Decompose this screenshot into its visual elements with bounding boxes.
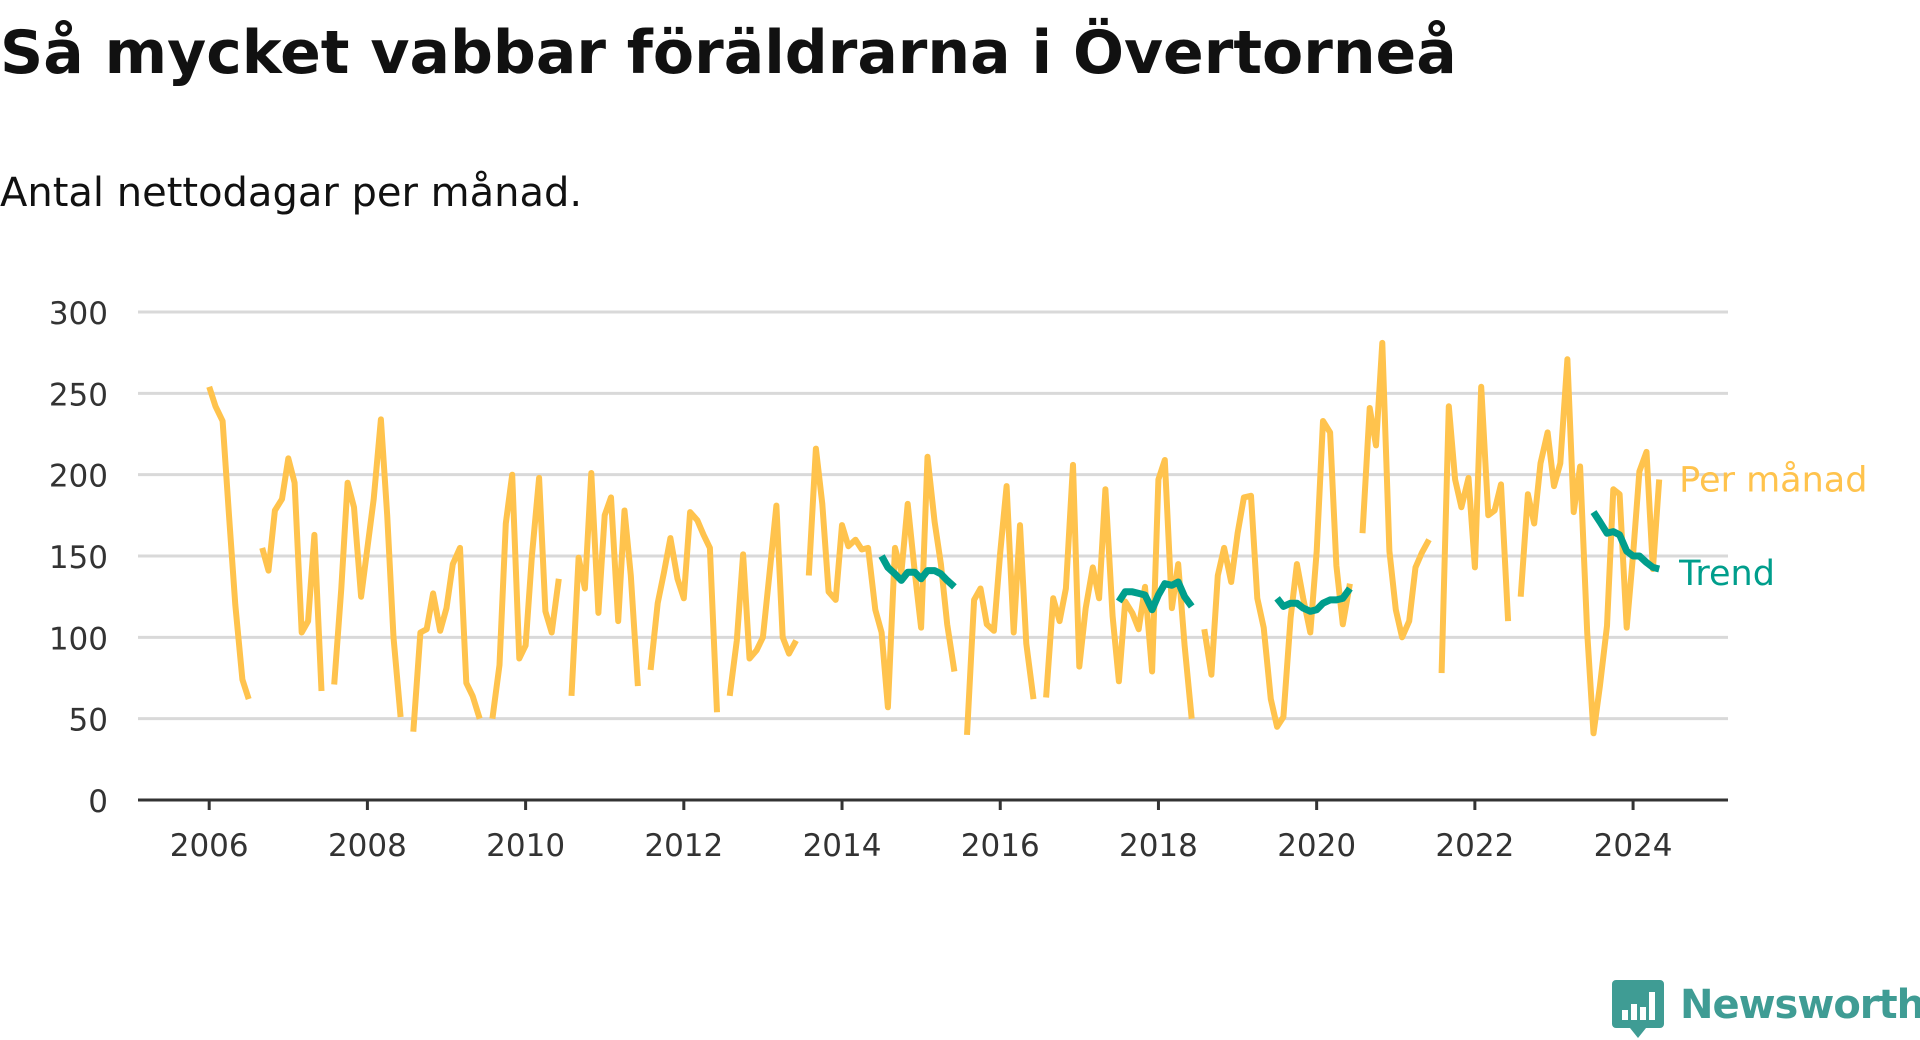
- x-tick-label: 2010: [486, 828, 565, 864]
- series-line-segment: [410, 544, 483, 732]
- chart-subtitle: Antal nettodagar per månad.: [0, 170, 583, 216]
- newsworthy-logo-icon: [1612, 980, 1664, 1038]
- series-line-segment: [1201, 418, 1353, 730]
- x-tick-label: 2012: [644, 828, 723, 864]
- x-tick-label: 2016: [961, 828, 1040, 864]
- series-label: Per månad: [1679, 460, 1867, 501]
- y-tick-label: 200: [49, 459, 108, 495]
- gridlines: [138, 310, 1728, 721]
- series-line-segment: [206, 385, 252, 701]
- series-line-segment: [1590, 510, 1661, 573]
- y-tick-label: 250: [49, 377, 108, 413]
- series-line-segment: [726, 502, 799, 697]
- y-axis: 0 50 100 150 200 250 300: [49, 296, 108, 820]
- y-tick-label: 0: [88, 784, 108, 820]
- series-trend: [878, 510, 1661, 615]
- series-labels: Per månad Trend: [1678, 460, 1867, 594]
- y-tick-label: 300: [49, 296, 108, 332]
- series-label: Trend: [1678, 554, 1775, 594]
- series-line-segment: [1438, 383, 1512, 674]
- series-lines: [206, 339, 1663, 737]
- series-line-segment: [568, 470, 641, 697]
- newsworthy-brand[interactable]: Newsworthy: [1612, 980, 1920, 1040]
- y-tick-label: 150: [49, 540, 108, 576]
- x-tick-label: 2022: [1435, 828, 1514, 864]
- series-line-segment: [964, 483, 1037, 736]
- x-tick-label: 2006: [170, 828, 249, 864]
- series-line-segment: [259, 455, 325, 692]
- series-line-segment: [878, 554, 957, 590]
- x-axis: 2006 2008 2010 2012 2014 2016 2018 2020 2022 2024: [138, 798, 1728, 864]
- series-line-segment: [647, 509, 720, 713]
- x-tick-label: 2024: [1594, 828, 1673, 864]
- series-line-segment: [489, 471, 562, 720]
- series-line-segment: [1043, 457, 1195, 719]
- x-tick-label: 2008: [328, 828, 407, 864]
- x-tick-label: 2018: [1119, 828, 1198, 864]
- series-line-segment: [1359, 339, 1432, 641]
- y-tick-label: 50: [69, 703, 108, 739]
- chart-title: Så mycket vabbar föräldrarna i Övertorne…: [0, 18, 1457, 88]
- y-tick-label: 100: [49, 621, 108, 657]
- brand-name: Newsworthy: [1680, 982, 1920, 1028]
- series-line-segment: [331, 416, 404, 718]
- series-line-segment: [1274, 586, 1353, 615]
- x-tick-label: 2014: [803, 828, 882, 864]
- x-tick-label: 2020: [1277, 828, 1356, 864]
- series-per-m-nad: [206, 339, 1663, 737]
- series-line-segment: [805, 445, 958, 711]
- series-line-segment: [1517, 356, 1663, 737]
- series-line-segment: [1115, 578, 1195, 614]
